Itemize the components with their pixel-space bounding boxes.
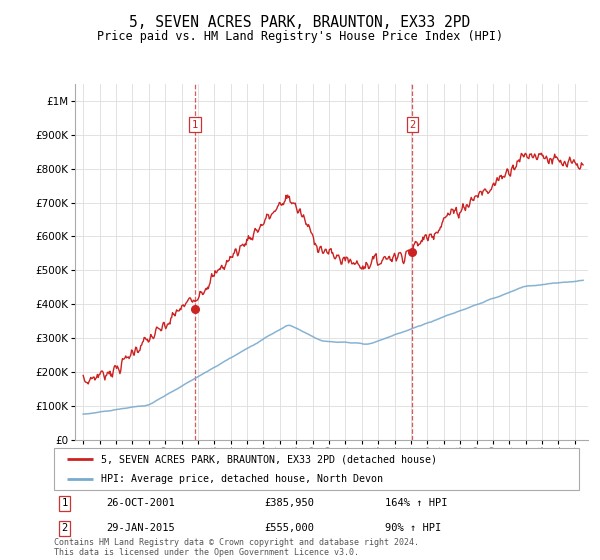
Text: 5, SEVEN ACRES PARK, BRAUNTON, EX33 2PD: 5, SEVEN ACRES PARK, BRAUNTON, EX33 2PD — [130, 15, 470, 30]
Text: 2: 2 — [61, 523, 68, 533]
Text: 2: 2 — [409, 120, 415, 130]
Text: 90% ↑ HPI: 90% ↑ HPI — [385, 523, 441, 533]
Text: 5, SEVEN ACRES PARK, BRAUNTON, EX33 2PD (detached house): 5, SEVEN ACRES PARK, BRAUNTON, EX33 2PD … — [101, 454, 437, 464]
Text: 29-JAN-2015: 29-JAN-2015 — [107, 523, 175, 533]
Text: 1: 1 — [61, 498, 68, 508]
Text: Price paid vs. HM Land Registry's House Price Index (HPI): Price paid vs. HM Land Registry's House … — [97, 30, 503, 43]
Text: HPI: Average price, detached house, North Devon: HPI: Average price, detached house, Nort… — [101, 474, 383, 484]
Text: 26-OCT-2001: 26-OCT-2001 — [107, 498, 175, 508]
Text: 164% ↑ HPI: 164% ↑ HPI — [385, 498, 447, 508]
Text: £555,000: £555,000 — [264, 523, 314, 533]
Text: £385,950: £385,950 — [264, 498, 314, 508]
FancyBboxPatch shape — [54, 448, 579, 490]
Text: Contains HM Land Registry data © Crown copyright and database right 2024.
This d: Contains HM Land Registry data © Crown c… — [54, 538, 419, 557]
Text: 1: 1 — [192, 120, 198, 130]
